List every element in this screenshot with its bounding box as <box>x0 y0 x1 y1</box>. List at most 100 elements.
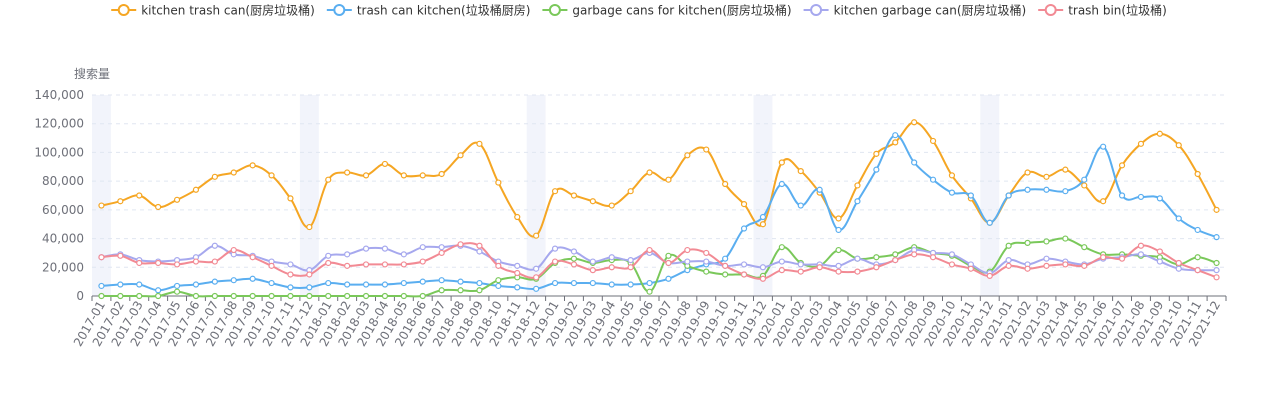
data-point[interactable] <box>211 278 218 285</box>
data-point[interactable] <box>457 152 464 159</box>
data-point[interactable] <box>173 261 181 268</box>
data-point[interactable] <box>967 192 974 199</box>
data-point[interactable] <box>1137 242 1145 249</box>
data-point[interactable] <box>1175 259 1182 267</box>
data-point[interactable] <box>533 285 540 292</box>
data-point[interactable] <box>419 278 426 285</box>
data-point[interactable] <box>854 268 861 275</box>
legend-item[interactable]: kitchen trash can(厨房垃圾桶) <box>111 3 315 18</box>
data-point[interactable] <box>325 292 332 300</box>
data-point[interactable] <box>854 255 861 262</box>
data-point[interactable] <box>911 119 918 126</box>
data-point[interactable] <box>400 172 407 179</box>
data-point[interactable] <box>268 262 275 269</box>
data-point[interactable] <box>1024 239 1031 246</box>
data-point[interactable] <box>514 213 521 221</box>
data-point[interactable] <box>1081 182 1088 189</box>
data-point[interactable] <box>155 292 162 300</box>
data-point[interactable] <box>1043 186 1050 193</box>
data-point[interactable] <box>967 265 974 272</box>
data-point[interactable] <box>1194 267 1201 274</box>
data-point[interactable] <box>722 255 729 262</box>
data-point[interactable] <box>759 264 767 271</box>
data-point[interactable] <box>1137 251 1145 258</box>
data-point[interactable] <box>1062 261 1069 268</box>
data-point[interactable] <box>551 188 559 195</box>
data-point[interactable] <box>476 248 483 255</box>
data-point[interactable] <box>570 192 578 199</box>
data-point[interactable] <box>703 268 710 275</box>
data-point[interactable] <box>778 159 785 166</box>
data-point[interactable] <box>1175 142 1182 149</box>
legend[interactable]: kitchen trash can(厨房垃圾桶) trash can kitche… <box>111 3 1167 18</box>
data-point[interactable] <box>495 262 502 269</box>
data-point[interactable] <box>438 170 445 178</box>
data-point[interactable] <box>778 244 785 251</box>
data-point[interactable] <box>306 292 313 300</box>
data-point[interactable] <box>1118 192 1126 199</box>
data-point[interactable] <box>533 232 540 239</box>
data-point[interactable] <box>759 213 767 221</box>
data-point[interactable] <box>1118 162 1126 169</box>
data-point[interactable] <box>381 160 389 168</box>
data-point[interactable] <box>1005 262 1012 269</box>
data-point[interactable] <box>929 137 937 145</box>
data-point[interactable] <box>155 259 162 267</box>
data-point[interactable] <box>155 203 162 211</box>
data-point[interactable] <box>438 277 445 284</box>
data-point[interactable] <box>136 259 143 267</box>
data-point[interactable] <box>192 258 200 265</box>
data-point[interactable] <box>816 264 823 271</box>
data-point[interactable] <box>211 242 218 249</box>
data-point[interactable] <box>1137 193 1145 201</box>
data-point[interactable] <box>230 277 237 284</box>
data-point[interactable] <box>1194 254 1201 261</box>
data-point[interactable] <box>627 264 634 271</box>
data-point[interactable] <box>835 246 842 254</box>
data-point[interactable] <box>514 262 521 269</box>
data-point[interactable] <box>1175 215 1182 222</box>
data-point[interactable] <box>344 251 351 258</box>
data-point[interactable] <box>684 246 691 254</box>
series-2[interactable] <box>98 132 1220 294</box>
data-point[interactable] <box>192 292 200 300</box>
data-point[interactable] <box>1043 255 1050 262</box>
data-point[interactable] <box>192 186 200 193</box>
data-point[interactable] <box>306 223 313 231</box>
series-3[interactable] <box>98 235 1220 300</box>
data-point[interactable] <box>646 169 653 176</box>
data-point[interactable] <box>835 226 842 234</box>
data-point[interactable] <box>173 282 181 290</box>
data-point[interactable] <box>740 271 748 278</box>
data-point[interactable] <box>1081 244 1088 251</box>
data-point[interactable] <box>98 254 105 261</box>
series-4[interactable] <box>98 242 1220 277</box>
data-point[interactable] <box>400 279 407 287</box>
data-point[interactable] <box>703 258 710 265</box>
data-point[interactable] <box>665 252 672 259</box>
legend-item[interactable]: garbage cans for kitchen(厨房垃圾桶) <box>542 3 792 18</box>
data-point[interactable] <box>665 275 672 282</box>
data-point[interactable] <box>948 261 956 268</box>
data-point[interactable] <box>173 288 181 295</box>
data-point[interactable] <box>797 261 804 268</box>
data-point[interactable] <box>892 251 899 258</box>
data-point[interactable] <box>173 196 181 203</box>
data-point[interactable] <box>362 292 370 300</box>
data-point[interactable] <box>476 287 483 294</box>
data-point[interactable] <box>986 219 993 226</box>
data-point[interactable] <box>1100 254 1107 261</box>
data-point[interactable] <box>797 268 804 275</box>
data-point[interactable] <box>495 282 502 290</box>
legend-item[interactable]: trash can kitchen(垃圾桶厨房) <box>326 3 531 18</box>
data-point[interactable] <box>1062 235 1069 242</box>
data-point[interactable] <box>646 279 653 287</box>
data-point[interactable] <box>362 245 370 252</box>
data-point[interactable] <box>249 254 256 261</box>
data-point[interactable] <box>400 261 407 268</box>
data-point[interactable] <box>325 279 332 287</box>
data-point[interactable] <box>98 292 105 300</box>
data-point[interactable] <box>589 279 596 287</box>
data-point[interactable] <box>722 180 729 188</box>
data-point[interactable] <box>230 292 237 300</box>
